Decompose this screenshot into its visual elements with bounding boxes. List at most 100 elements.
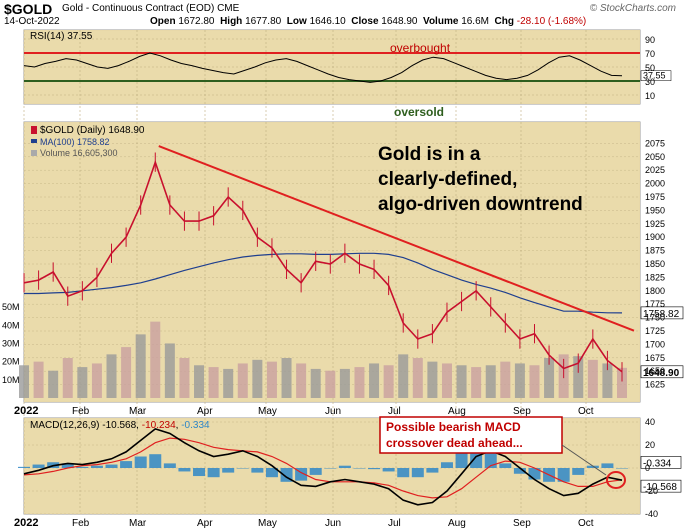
price-y-tick: 2000 <box>645 179 665 189</box>
chart-header: $GOLD Gold - Continuous Contract (EOD) C… <box>0 0 684 28</box>
ma-legend: MA(100) 1758.82 <box>40 137 110 147</box>
symbol: $GOLD <box>4 1 53 17</box>
headline-line-3: algo-driven downtrend <box>378 194 583 215</box>
instrument-name: Gold - Continuous Contract (EOD) CME <box>62 3 240 14</box>
macd-histogram-bar <box>18 466 30 468</box>
price-y-tick: 1650 <box>645 366 665 376</box>
macd-last-box <box>640 456 682 469</box>
volume-bar <box>62 358 73 398</box>
price-y-tick: 1700 <box>645 339 665 349</box>
rsi-line <box>23 52 623 83</box>
oversold-label: oversold <box>394 105 444 119</box>
volume-legend: Volume 16,605,300 <box>40 148 118 158</box>
rsi-plot: 37.55 <box>23 52 672 83</box>
macd-histogram-bar <box>134 456 147 468</box>
volume-legend-swatch <box>31 150 37 156</box>
macd-last-box <box>640 479 682 493</box>
volume-bar <box>237 363 248 398</box>
volume-bar <box>150 321 161 398</box>
price-y-tick: 1725 <box>645 326 665 336</box>
volume-bar <box>121 347 132 398</box>
macd-histogram-bar <box>411 468 424 478</box>
x-tick-label: Aug <box>448 406 466 417</box>
volume-bar <box>485 365 496 398</box>
price-plot: 1758.82 1648.90 <box>23 145 684 382</box>
volume-bar <box>441 363 452 398</box>
price-y-tick: 1625 <box>645 380 665 390</box>
crossover-circle <box>606 471 626 489</box>
macd-note-box <box>379 416 563 454</box>
x-tick-label-bottom: Mar <box>129 518 147 529</box>
price-legend-swatch <box>31 126 37 134</box>
rsi-y-tick: 10 <box>645 91 655 101</box>
price-y-tick: 1975 <box>645 192 665 202</box>
macd-note-pointer <box>561 444 607 476</box>
macd-y-tick: 20 <box>645 440 655 450</box>
volume-bar <box>500 361 511 398</box>
price-y-tick: 1750 <box>645 313 665 323</box>
rsi-y-tick: 50 <box>645 63 655 73</box>
macd-y-tick: -40 <box>645 509 658 519</box>
macd-histogram-bar <box>120 461 133 468</box>
rsi-y-tick: 30 <box>645 77 655 87</box>
volume-bar <box>281 358 292 398</box>
brand-watermark: © StockCharts.com <box>589 3 676 14</box>
price-y-tick: 1825 <box>645 272 665 282</box>
macd-histogram-bar <box>149 454 162 468</box>
macd-histogram-bar <box>193 468 206 477</box>
price-y-tick: 2025 <box>645 165 665 175</box>
price-y-tick: 1900 <box>645 232 665 242</box>
price-y-tick: 1950 <box>645 205 665 215</box>
volume-bar <box>179 358 190 398</box>
price-last-label: 1758.82 <box>643 309 680 320</box>
price-y-tick: 2050 <box>645 152 665 162</box>
macd-histogram-bar <box>601 463 614 468</box>
macd-line <box>23 428 623 506</box>
headline-line-1: Gold is in a <box>378 144 481 165</box>
x-tick-label-bottom: Aug <box>448 518 466 529</box>
macd-histogram-bar <box>353 468 366 469</box>
macd-histogram-bar <box>440 462 453 468</box>
volume-bar <box>587 359 598 398</box>
volume-bar <box>296 363 307 398</box>
volume-bar <box>617 367 627 398</box>
volume-bar <box>529 365 540 398</box>
headline-line-2: clearly-defined, <box>378 169 517 190</box>
macd-y-tick: 0 <box>645 463 650 473</box>
price-y-tick: 1925 <box>645 219 665 229</box>
price-line <box>23 159 623 373</box>
volume-bar <box>19 365 29 398</box>
macd-histogram-bar <box>382 468 395 472</box>
price-last-box <box>640 365 684 379</box>
macd-histogram-bar <box>251 468 264 473</box>
volume-bar <box>208 367 219 398</box>
x-tick-label-bottom: Jun <box>325 518 341 529</box>
macd-histogram-bar <box>105 464 118 468</box>
price-y-tick: 1875 <box>645 246 665 256</box>
volume-bar <box>573 356 584 398</box>
price-legend: $GOLD (Daily) 1648.90 <box>40 125 145 136</box>
x-tick-label: May <box>258 406 277 417</box>
rsi-y-tick: 90 <box>645 35 655 45</box>
volume-bar <box>427 361 438 398</box>
x-tick-label-bottom: Apr <box>197 518 213 529</box>
macd-histogram-bar <box>426 468 439 473</box>
macd-histogram-bar <box>163 463 176 468</box>
macd-histogram-bar <box>572 468 585 475</box>
ohlc-summary: Open 1672.80 High 1677.80 Low 1646.10 Cl… <box>150 16 587 27</box>
x-tick-label-bottom: May <box>258 518 277 529</box>
volume-y-tick: 20M <box>2 357 20 367</box>
x-tick-label-bottom: Feb <box>72 518 90 529</box>
macd-last-label: -10.568 <box>643 482 677 493</box>
x-tick-label: Sep <box>513 406 531 417</box>
x-tick-label: Jul <box>388 406 401 417</box>
price-y-tick: 1675 <box>645 353 665 363</box>
macd-histogram-bar <box>61 463 74 468</box>
macd-histogram-bar <box>338 465 351 468</box>
macd-histogram-bar <box>499 463 512 468</box>
macd-histogram-bar <box>76 466 89 468</box>
x-tick-label: 2022 <box>14 405 38 417</box>
x-tick-label: Mar <box>129 406 147 417</box>
volume-bar <box>456 365 467 398</box>
